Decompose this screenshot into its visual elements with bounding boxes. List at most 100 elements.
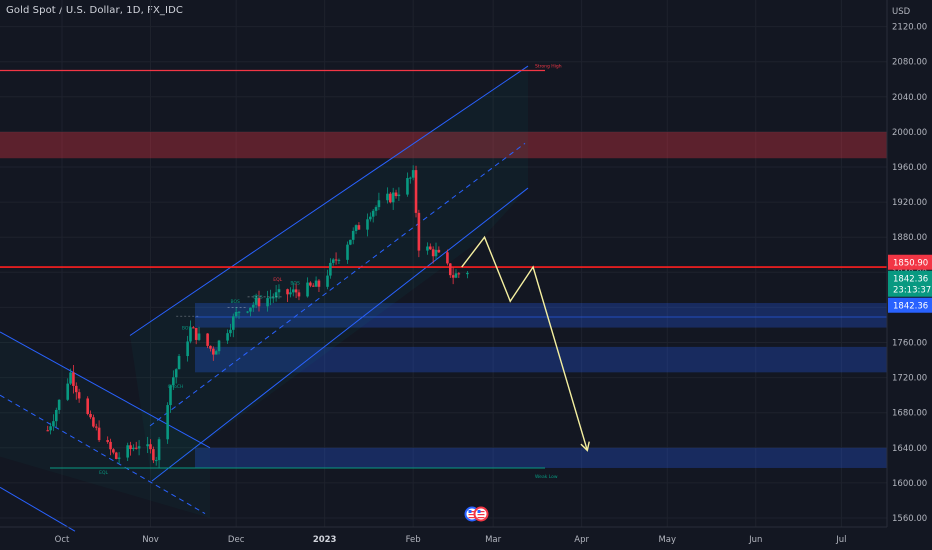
candle-body	[118, 458, 121, 459]
candle-body	[92, 417, 95, 426]
candle-body	[215, 351, 218, 354]
flag-canton	[469, 510, 472, 513]
candle-body	[358, 225, 361, 229]
structure-label: BOS	[253, 295, 263, 301]
candle-body	[149, 444, 152, 449]
candle-body	[72, 372, 75, 385]
y-tick-label: 1880.00	[892, 233, 927, 243]
candle-body	[372, 211, 375, 217]
x-tick-label: Oct	[55, 535, 70, 545]
candle-body	[109, 442, 112, 449]
candle-body	[466, 273, 469, 274]
y-tick-label: 1920.00	[892, 198, 927, 208]
candle-body	[375, 207, 378, 211]
structure-label: EQL	[273, 277, 282, 283]
candle-body	[315, 281, 318, 287]
downtrend-channel-lower	[0, 487, 75, 531]
x-tick-label: Mar	[485, 535, 502, 545]
candle	[178, 354, 181, 369]
price-badge-last: 1842.3623:13:37	[888, 271, 932, 297]
structure-label: BOS	[290, 281, 300, 287]
candle-body	[69, 372, 72, 383]
candle-body	[89, 414, 92, 417]
structure-label: EQL	[99, 470, 108, 476]
candle-body	[209, 346, 212, 349]
strong-high-label: Strong High	[535, 63, 562, 69]
candle-body	[458, 273, 461, 274]
candle-body	[406, 178, 409, 195]
y-tick-label: 2120.00	[892, 23, 927, 33]
x-tick-label: Apr	[574, 535, 589, 545]
candle-body	[146, 444, 149, 446]
price-badge-high: 1850.90	[888, 255, 932, 270]
candle-body	[398, 195, 401, 196]
structure-label: BOS	[230, 299, 240, 305]
price-badge-countdown: 23:13:37	[893, 286, 931, 296]
candle-body	[252, 305, 255, 308]
price-badge-text: 1842.36	[893, 275, 928, 285]
candle-body	[309, 283, 312, 286]
candle-body	[295, 289, 298, 292]
y-tick-label: 1600.00	[892, 479, 927, 489]
candle-body	[78, 392, 81, 398]
price-badge-text: 1842.36	[893, 302, 928, 312]
candle-body	[426, 246, 429, 250]
y-tick-label: 1560.00	[892, 514, 927, 524]
candle-body	[338, 260, 341, 261]
candle-body	[218, 341, 221, 352]
projection-path	[462, 237, 590, 450]
candle-body	[132, 448, 135, 449]
candle-body	[326, 276, 329, 287]
candle-body	[129, 445, 132, 449]
candle-body	[412, 170, 415, 178]
candle-body	[389, 194, 392, 203]
candle-body	[395, 193, 398, 197]
candle-body	[249, 308, 252, 312]
candle-body	[246, 312, 249, 313]
candle-body	[86, 398, 89, 414]
candle-body	[346, 245, 349, 260]
x-tick-label: May	[658, 535, 676, 545]
candle-body	[178, 356, 181, 369]
candle-body	[452, 275, 455, 278]
candle-body	[438, 250, 441, 252]
candle-body	[49, 426, 52, 430]
candle-body	[272, 297, 275, 298]
candle-body	[192, 327, 195, 328]
candle-body	[409, 178, 412, 179]
price-badge-cursor: 1842.36	[888, 298, 932, 313]
candle	[415, 166, 418, 218]
candle	[449, 263, 452, 278]
x-tick-label: 2023	[313, 535, 337, 545]
y-tick-label: 1680.00	[892, 409, 927, 419]
y-tick-label: 2000.00	[892, 128, 927, 138]
candle-body	[138, 446, 141, 448]
projection-polyline	[462, 237, 588, 450]
candle-body	[335, 259, 338, 260]
candle-body	[52, 421, 55, 426]
candle-body	[318, 281, 321, 287]
candle-body	[286, 289, 289, 294]
candle-body	[312, 286, 315, 287]
candle-body	[352, 231, 355, 240]
candle-body	[266, 298, 269, 306]
candle-body	[152, 449, 155, 460]
candle-body	[195, 328, 198, 340]
candle	[458, 272, 461, 278]
candle-body	[232, 316, 235, 330]
y-tick-label: 2080.00	[892, 58, 927, 68]
candle-body	[449, 263, 452, 275]
flag-stripe	[478, 517, 485, 518]
candle-body	[58, 400, 61, 410]
y-tick-label: 1640.00	[892, 444, 927, 454]
demand-zone	[195, 448, 887, 468]
event-icons[interactable]	[466, 508, 488, 521]
candle-body	[369, 217, 372, 220]
candle-body	[435, 250, 438, 256]
candle-body	[446, 252, 449, 263]
candle-body	[175, 369, 178, 377]
candle	[115, 452, 118, 459]
x-tick-label: Feb	[406, 535, 421, 545]
candle-body	[278, 289, 281, 292]
